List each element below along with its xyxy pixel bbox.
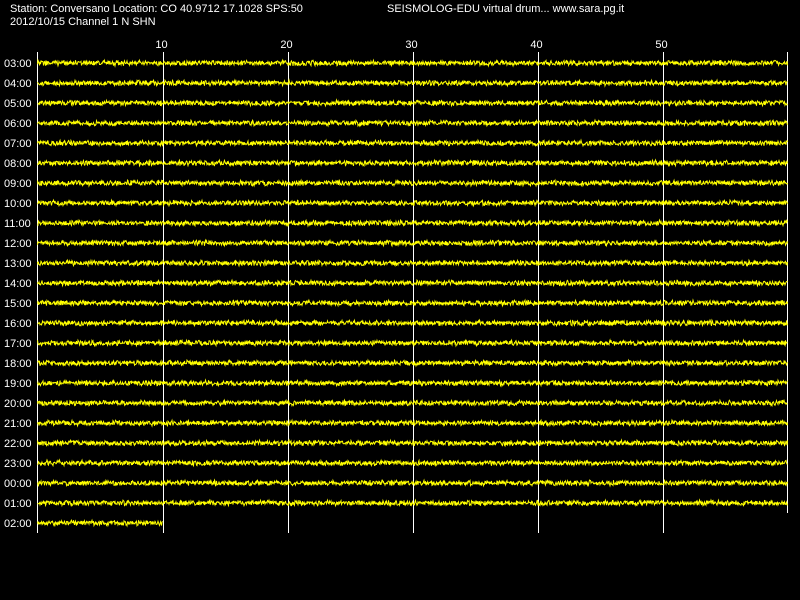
- hour-row-label: 08:00: [4, 158, 32, 170]
- minute-tick-label: 20: [280, 39, 292, 51]
- seismic-trace: [37, 138, 788, 148]
- hour-row-label: 02:00: [4, 518, 32, 530]
- hour-row-label: 14:00: [4, 278, 32, 290]
- seismic-trace: [37, 58, 788, 68]
- date-channel-line: 2012/10/15 Channel 1 N SHN: [10, 16, 156, 28]
- drum-title: SEISMOLOG-EDU virtual drum... www.sara.p…: [387, 3, 625, 15]
- seismic-trace: [37, 198, 788, 208]
- hour-row-label: 22:00: [4, 438, 32, 450]
- seismic-trace: [37, 398, 788, 408]
- seismic-trace: [37, 418, 788, 428]
- minute-tick-label: 50: [655, 39, 667, 51]
- hour-row-label: 06:00: [4, 118, 32, 130]
- minute-gridlines: [37, 52, 788, 533]
- minute-tick-labels: 10 20 30 40 50: [155, 39, 667, 51]
- hour-row-label: 16:00: [4, 318, 32, 330]
- hour-row-label: 04:00: [4, 78, 32, 90]
- hour-row-label: 13:00: [4, 258, 32, 270]
- hour-row-label: 00:00: [4, 478, 32, 490]
- seismic-trace: [37, 78, 788, 88]
- seismic-trace: [37, 158, 788, 168]
- hour-row-label: 11:00: [4, 218, 31, 230]
- hour-row-labels: 03:00 04:00 05:00 06:00 07:00 08:00 09:00 10:00…: [4, 58, 32, 530]
- hour-row-label: 10:00: [4, 198, 32, 210]
- hour-row-label: 23:00: [4, 458, 32, 470]
- seismic-trace: [37, 98, 788, 108]
- seismic-trace: [37, 378, 788, 388]
- hour-row-label: 01:00: [4, 498, 32, 510]
- seismic-trace: [37, 458, 788, 468]
- seismic-trace: [37, 118, 788, 128]
- hour-row-label: 03:00: [4, 58, 32, 70]
- seismic-trace: [37, 318, 788, 328]
- hour-row-label: 17:00: [4, 338, 32, 350]
- minute-tick-label: 10: [155, 39, 167, 51]
- hour-row-label: 05:00: [4, 98, 32, 110]
- hour-row-label: 19:00: [4, 378, 32, 390]
- seismic-trace: [37, 478, 788, 488]
- hour-row-label: 07:00: [4, 138, 32, 150]
- seismic-trace: [37, 258, 788, 268]
- seismic-trace: [37, 438, 788, 448]
- hour-row-label: 12:00: [4, 238, 32, 250]
- seismic-traces: [37, 58, 788, 528]
- minute-tick-label: 30: [405, 39, 417, 51]
- hour-row-label: 20:00: [4, 398, 32, 410]
- minute-tick-label: 40: [530, 39, 542, 51]
- seismic-trace: [37, 218, 788, 228]
- seismic-trace: [37, 518, 163, 528]
- seismic-trace: [37, 178, 788, 188]
- station-info-line: Station: Conversano Location: CO 40.9712…: [10, 3, 303, 15]
- hour-row-label: 15:00: [4, 298, 32, 310]
- hour-row-label: 09:00: [4, 178, 32, 190]
- seismic-trace: [37, 278, 788, 288]
- hour-row-label: 21:00: [4, 418, 32, 430]
- seismic-trace: [37, 358, 788, 368]
- seismic-trace: [37, 338, 788, 348]
- hour-row-label: 18:00: [4, 358, 32, 370]
- seismic-trace: [37, 498, 788, 508]
- seismic-trace: [37, 238, 788, 248]
- seismic-trace: [37, 298, 788, 308]
